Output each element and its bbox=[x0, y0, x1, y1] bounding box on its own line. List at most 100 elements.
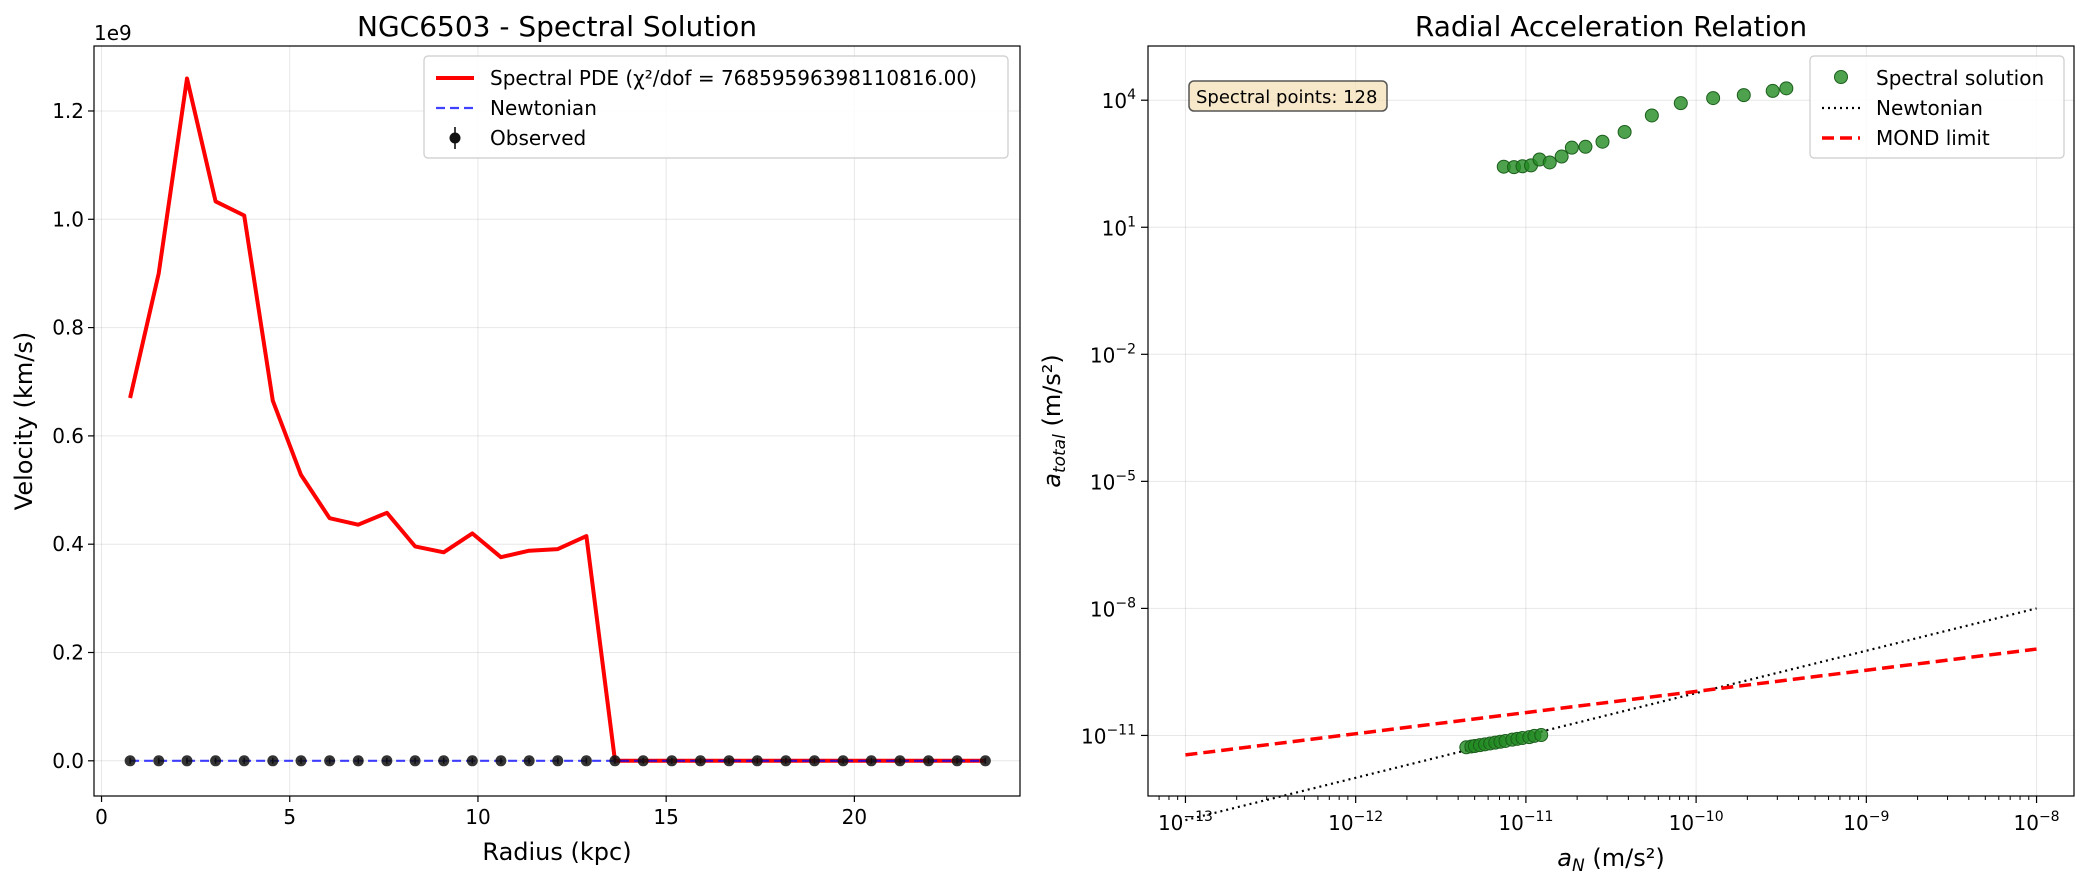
rar-chart-title: Radial Acceleration Relation bbox=[1415, 10, 1807, 43]
rar-y-tick-label: 10−2 bbox=[1090, 341, 1136, 367]
velocity-y-tick-label: 0.8 bbox=[52, 316, 84, 340]
rar-grid bbox=[1148, 46, 2074, 796]
observed-point bbox=[552, 755, 564, 767]
observed-point bbox=[124, 755, 136, 767]
spectral-solution-point bbox=[1534, 728, 1549, 743]
observed-point bbox=[381, 755, 393, 767]
observed-point bbox=[210, 755, 222, 767]
legend-label: Observed bbox=[490, 126, 586, 150]
observed-point bbox=[238, 755, 250, 767]
velocity-plot-area bbox=[124, 76, 991, 767]
velocity-legend-box bbox=[423, 55, 1009, 159]
spectral-solution-point bbox=[1736, 88, 1751, 103]
spectral-solution-point bbox=[1595, 134, 1610, 149]
rar-axes-frame bbox=[1147, 45, 2075, 797]
observed-point bbox=[580, 755, 592, 767]
rar-legend-box bbox=[1809, 55, 2065, 159]
velocity-legend: Spectral PDE (χ²/dof = 76859596398110816… bbox=[423, 55, 1009, 159]
rar-x-tick-label: 10−12 bbox=[1328, 809, 1383, 835]
annotation-box bbox=[1188, 80, 1388, 112]
velocity-panel: 0 5 10 15 20 0.0 0.2 0.4 0.6 0.8 1.0 1.2 NGC6503 - … bbox=[10, 10, 1021, 866]
rar-y-tick-label: 10−5 bbox=[1090, 468, 1136, 494]
observed-point bbox=[951, 755, 963, 767]
observed-point bbox=[324, 755, 336, 767]
legend-label: Newtonian bbox=[490, 96, 597, 120]
rar-legend: Spectral solution Newtonian MOND limit bbox=[1809, 55, 2065, 159]
observed-point bbox=[979, 755, 991, 767]
spectral-solution-point bbox=[1578, 139, 1593, 154]
velocity-y-tick-label: 0.2 bbox=[52, 640, 84, 664]
velocity-y-tick-label: 1.2 bbox=[52, 99, 84, 123]
observed-point bbox=[495, 755, 507, 767]
spectral-solution-point bbox=[1673, 96, 1688, 111]
observed-point bbox=[894, 755, 906, 767]
legend-observed-swatch bbox=[449, 132, 461, 144]
mond-limit-line bbox=[1185, 647, 2037, 757]
rar-y-tick-label: 101 bbox=[1102, 214, 1136, 240]
observed-point bbox=[153, 755, 165, 767]
legend-label: Spectral PDE (χ²/dof = 76859596398110816… bbox=[490, 66, 977, 90]
rar-y-axis-label: atotal (m/s²) bbox=[1038, 354, 1070, 488]
observed-point bbox=[181, 755, 193, 767]
observed-point bbox=[666, 755, 678, 767]
observed-point bbox=[267, 755, 279, 767]
observed-point bbox=[780, 755, 792, 767]
velocity-y-offset-label: 1e9 bbox=[94, 21, 132, 45]
observed-point bbox=[637, 755, 649, 767]
observed-point bbox=[865, 755, 877, 767]
velocity-y-tick-label: 0.4 bbox=[52, 532, 84, 556]
rar-y-tick-label: 104 bbox=[1102, 87, 1136, 113]
velocity-x-tick-label: 20 bbox=[842, 805, 867, 829]
observed-point bbox=[438, 755, 450, 767]
spectral-solution-point bbox=[1779, 81, 1794, 96]
observed-point bbox=[466, 755, 478, 767]
spectral-solution-point bbox=[1554, 149, 1569, 164]
observed-point bbox=[837, 755, 849, 767]
spectral-solution-point bbox=[1542, 155, 1557, 170]
rar-x-tick-label: 10−13 bbox=[1158, 809, 1213, 835]
velocity-ticks: 0 5 10 15 20 0.0 0.2 0.4 0.6 0.8 1.0 1.2 bbox=[52, 99, 867, 829]
annotation-text: Spectral points: 128 bbox=[1196, 87, 1377, 108]
rar-x-tick-label: 10−9 bbox=[1843, 809, 1889, 835]
velocity-chart-title: NGC6503 - Spectral Solution bbox=[357, 10, 757, 43]
spectral-solution-point bbox=[1706, 91, 1721, 106]
rar-y-tick-label: 10−8 bbox=[1090, 595, 1136, 621]
velocity-y-tick-label: 0.0 bbox=[52, 749, 84, 773]
spectral-solution-point bbox=[1564, 140, 1579, 155]
rar-x-tick-label: 10−11 bbox=[1498, 809, 1553, 835]
observed-point bbox=[295, 755, 307, 767]
rar-x-tick-label: 10−10 bbox=[1669, 809, 1724, 835]
velocity-x-tick-label: 5 bbox=[283, 805, 296, 829]
velocity-x-tick-label: 15 bbox=[653, 805, 678, 829]
legend-label: Newtonian bbox=[1876, 96, 1983, 120]
velocity-x-tick-label: 0 bbox=[95, 805, 108, 829]
velocity-x-tick-label: 10 bbox=[465, 805, 490, 829]
velocity-y-tick-label: 0.6 bbox=[52, 424, 84, 448]
rar-x-tick-label: 10−8 bbox=[2014, 809, 2060, 835]
observed-point bbox=[609, 755, 621, 767]
legend-label: Spectral solution bbox=[1876, 66, 2044, 90]
legend-label: MOND limit bbox=[1876, 126, 1990, 150]
observed-point bbox=[523, 755, 535, 767]
spectral-pde-line bbox=[128, 76, 986, 763]
velocity-y-tick-label: 1.0 bbox=[52, 207, 84, 231]
velocity-y-axis-label: Velocity (km/s) bbox=[10, 332, 38, 510]
spectral-solution-point bbox=[1617, 124, 1632, 139]
observed-point bbox=[808, 755, 820, 767]
spectral-solution-point bbox=[1644, 108, 1659, 123]
rar-panel: 10−13 10−12 10−11 10−10 10−9 10−8 10−11 10−8 10−… bbox=[1038, 10, 2075, 876]
observed-point bbox=[923, 755, 935, 767]
velocity-axes-frame bbox=[93, 45, 1021, 797]
spectral-solution-point bbox=[1765, 83, 1780, 98]
observed-point bbox=[409, 755, 421, 767]
observed-point bbox=[694, 755, 706, 767]
rar-plot-area bbox=[1185, 81, 2037, 822]
rar-y-tick-label: 10−11 bbox=[1081, 722, 1136, 748]
spectral-points-annotation: Spectral points: 128 bbox=[1188, 80, 1388, 112]
newtonian-line bbox=[1185, 607, 2037, 822]
velocity-x-axis-label: Radius (kpc) bbox=[482, 838, 631, 866]
legend-spectral-solution-swatch bbox=[1834, 70, 1848, 84]
observed-point bbox=[723, 755, 735, 767]
rar-x-axis-label: aN (m/s²) bbox=[1557, 844, 1664, 876]
